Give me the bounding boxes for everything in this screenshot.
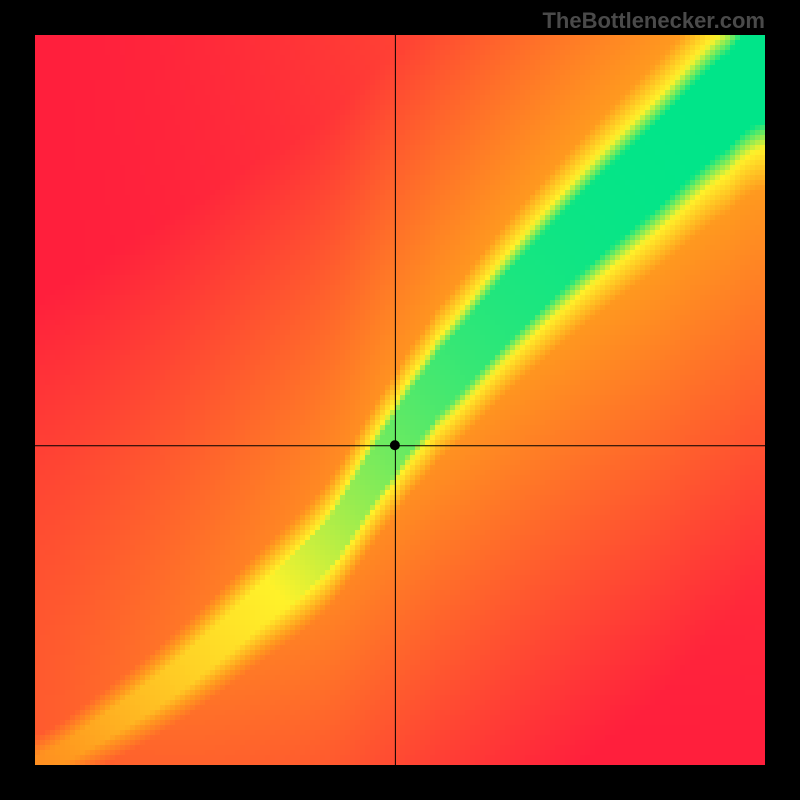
bottleneck-heatmap — [35, 35, 765, 765]
watermark-text: TheBottlenecker.com — [542, 8, 765, 34]
